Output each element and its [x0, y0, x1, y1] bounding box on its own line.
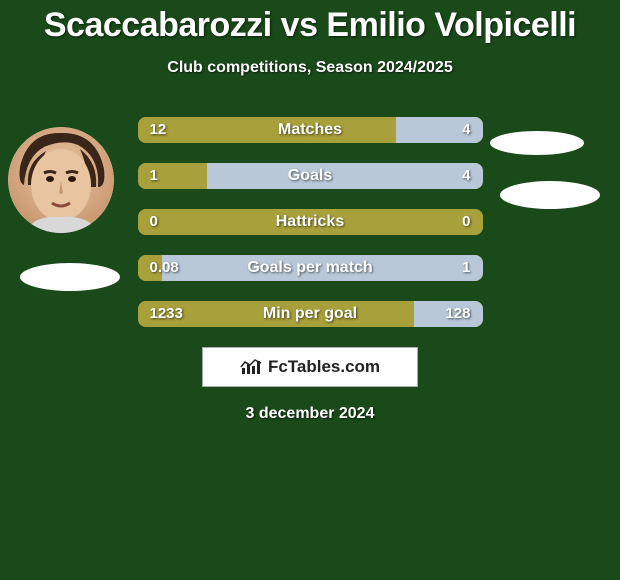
stat-left-value: 12: [150, 117, 167, 143]
stage: Matches124Goals14Hattricks00Goals per ma…: [0, 117, 620, 423]
page-title: Scaccabarozzi vs Emilio Volpicelli: [0, 6, 620, 45]
watermark: FcTables.com: [202, 347, 418, 387]
stat-left-value: 1233: [150, 301, 183, 327]
player-right-pill: [500, 181, 600, 209]
stat-left-value: 0: [150, 209, 158, 235]
player-left-pill: [20, 263, 120, 291]
stat-row: Matches12 4: [138, 117, 483, 143]
date-label: 3 december 2024: [0, 405, 620, 423]
stat-row: Goals per match0.08 1: [138, 255, 483, 281]
player-left-avatar: [8, 127, 114, 233]
stat-label: Min per goal: [138, 301, 483, 327]
stat-right-value: 4: [462, 117, 470, 143]
stat-label: Goals per match: [138, 255, 483, 281]
stat-right-value: 4: [462, 163, 470, 189]
stat-right-value: 0: [462, 209, 470, 235]
chart-icon: [240, 358, 262, 376]
stat-row: Goals1 4: [138, 163, 483, 189]
stat-row: Hattricks0 0: [138, 209, 483, 235]
subtitle: Club competitions, Season 2024/2025: [0, 59, 620, 77]
stat-left-value: 0.08: [150, 255, 179, 281]
infographic-container: Scaccabarozzi vs Emilio Volpicelli Club …: [0, 0, 620, 580]
stat-label: Matches: [138, 117, 483, 143]
stat-left-value: 1: [150, 163, 158, 189]
stat-label: Goals: [138, 163, 483, 189]
stat-right-value: 1: [462, 255, 470, 281]
watermark-text: FcTables.com: [268, 357, 380, 377]
stat-label: Hattricks: [138, 209, 483, 235]
player-right-pill-top: [490, 131, 584, 155]
stat-bars: Matches124Goals14Hattricks00Goals per ma…: [138, 117, 483, 327]
stat-row: Min per goal1233 128: [138, 301, 483, 327]
stat-right-value: 128: [445, 301, 470, 327]
